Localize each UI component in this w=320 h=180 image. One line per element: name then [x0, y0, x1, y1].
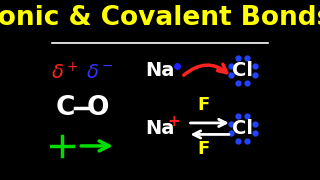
Text: C: C	[55, 95, 75, 121]
Text: $\delta^-$: $\delta^-$	[86, 63, 114, 82]
Text: Na: Na	[145, 61, 175, 80]
Text: $\delta^+$: $\delta^+$	[51, 62, 79, 83]
Text: Na: Na	[145, 119, 175, 138]
Text: +: +	[168, 114, 180, 129]
Text: F: F	[197, 96, 209, 114]
Text: F: F	[197, 140, 209, 158]
Text: O: O	[87, 95, 109, 121]
Text: Cl: Cl	[232, 61, 253, 80]
Text: Ionic & Covalent Bonds: Ionic & Covalent Bonds	[0, 5, 320, 31]
Text: Cl: Cl	[232, 119, 253, 138]
